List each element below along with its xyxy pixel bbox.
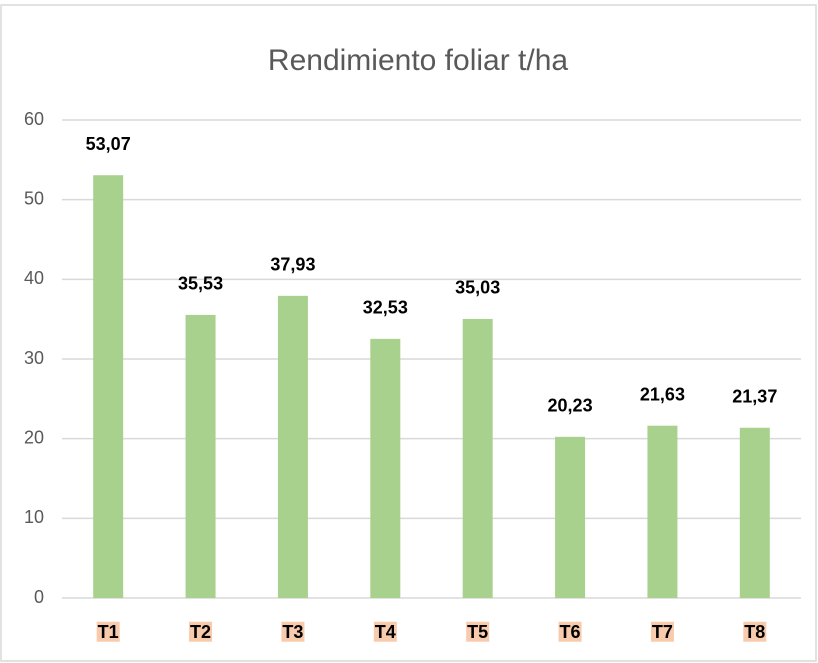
bar (462, 318, 493, 598)
bar (739, 427, 770, 598)
bar (185, 314, 216, 598)
bar (277, 295, 308, 598)
x-tick-label: T3 (282, 622, 303, 642)
y-tick-label: 30 (24, 348, 44, 368)
x-tick-label: T1 (98, 622, 119, 642)
category-highlight (650, 621, 674, 642)
x-tick-label: T7 (652, 622, 673, 642)
category-highlight (558, 621, 582, 642)
category-highlight (189, 621, 213, 642)
data-label: 32,53 (363, 298, 408, 318)
x-tick-label: T6 (560, 622, 581, 642)
chart-border (0, 4, 817, 662)
chart-title: Rendimiento foliar t/ha (268, 44, 568, 77)
data-label: 37,93 (270, 255, 315, 275)
data-label: 20,23 (548, 396, 593, 416)
bar (93, 175, 124, 599)
bar (555, 436, 586, 598)
bar (370, 338, 401, 598)
y-tick-label: 0 (34, 587, 44, 607)
y-tick-label: 50 (24, 188, 44, 208)
category-highlight (96, 621, 120, 642)
y-tick-label: 20 (24, 427, 44, 447)
x-tick-label: T5 (467, 622, 488, 642)
y-tick-label: 60 (24, 109, 44, 129)
y-tick-label: 10 (24, 507, 44, 527)
category-highlight (281, 621, 305, 642)
x-tick-label: T2 (190, 622, 211, 642)
data-label: 53,07 (86, 134, 131, 154)
category-highlight (466, 621, 490, 642)
category-highlight (373, 621, 397, 642)
category-highlight (743, 621, 767, 642)
y-tick-label: 40 (24, 268, 44, 288)
x-tick-label: T8 (744, 622, 765, 642)
data-label: 21,37 (732, 387, 777, 407)
x-tick-label: T4 (375, 622, 396, 642)
data-label: 35,53 (178, 274, 223, 294)
data-label: 21,63 (640, 384, 685, 404)
data-label: 35,03 (455, 278, 500, 298)
bar (647, 425, 678, 598)
